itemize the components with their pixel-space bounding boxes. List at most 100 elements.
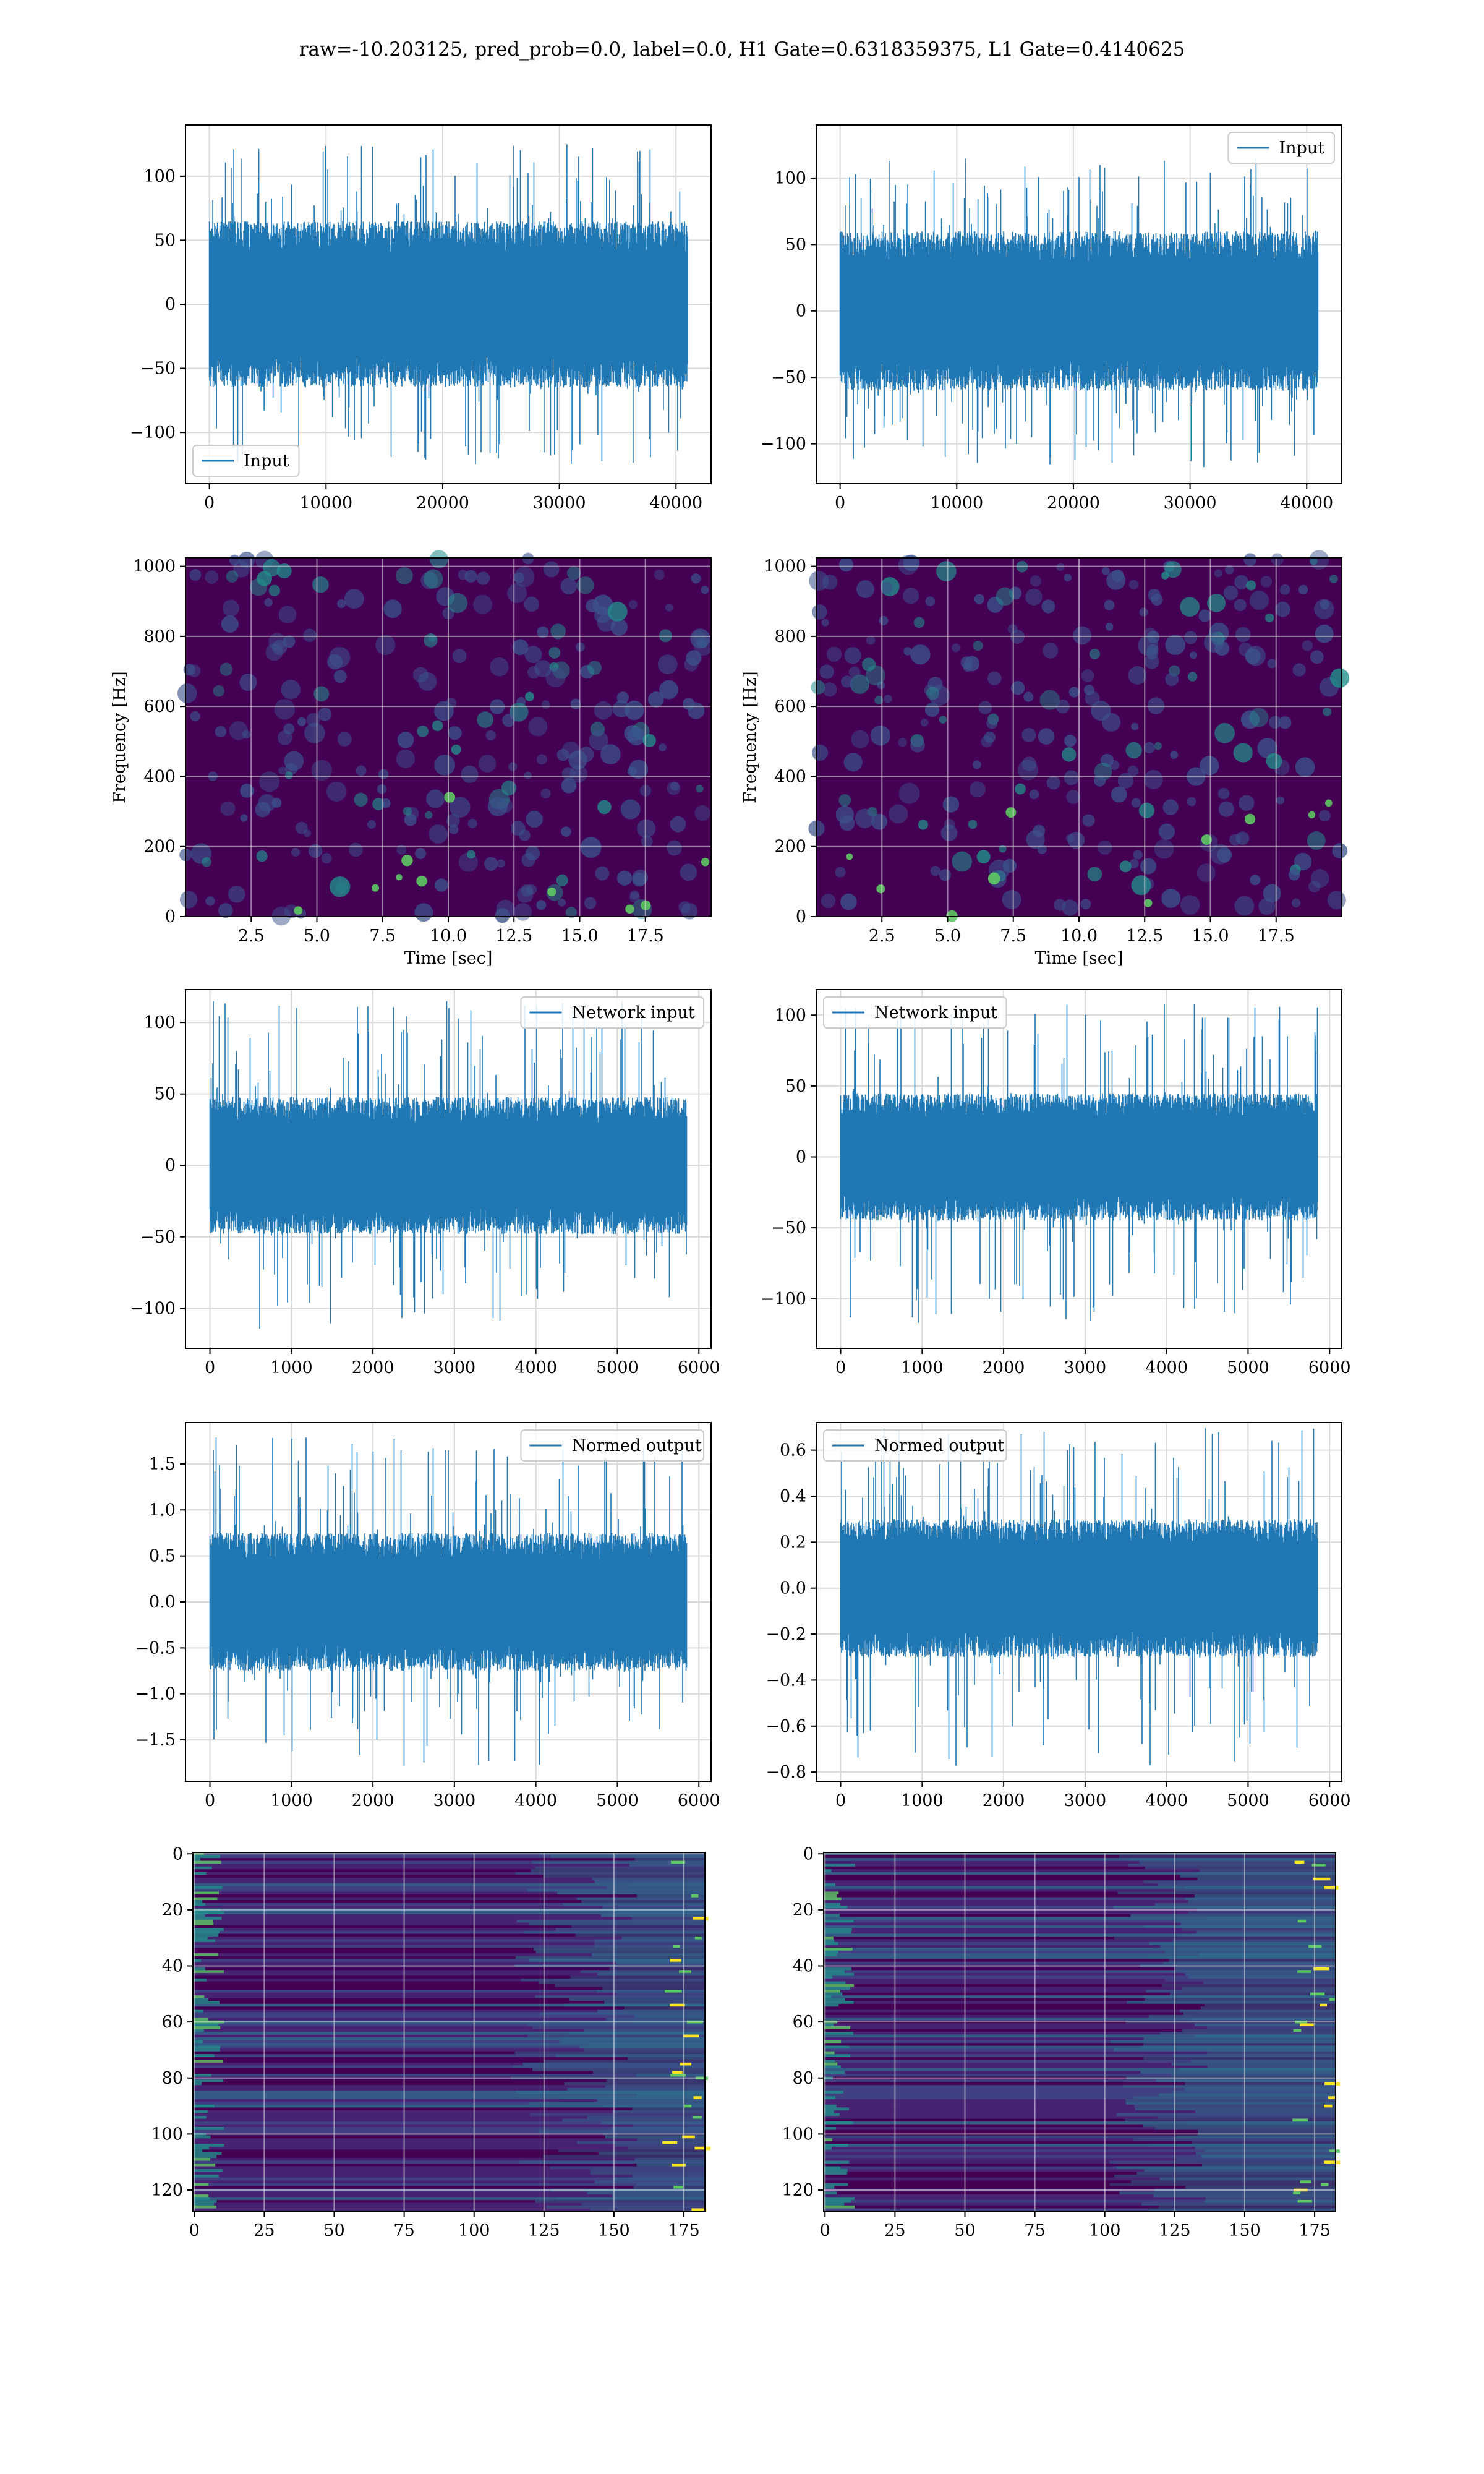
heatmap-row: [824, 2085, 1336, 2089]
heatmap-blob: [1102, 713, 1121, 732]
heatmap-blob: [202, 857, 211, 867]
gridlines: [824, 1852, 1336, 2211]
x-tick-label: 2000: [983, 1791, 1025, 1810]
heatmap-row: [193, 2026, 705, 2029]
heatmap-activity-cell: [1143, 2037, 1336, 2041]
heatmap-blob: [1295, 757, 1315, 777]
heatmap-activity-cell: [1195, 2110, 1336, 2113]
heatmap-activity-cell: [539, 2129, 705, 2133]
heatmap-activity-cell: [1206, 1917, 1336, 1920]
heatmap-blob: [1234, 896, 1255, 916]
y-tick-label: 0.4: [780, 1487, 806, 1506]
heatmap-blob: [497, 859, 505, 868]
y-tick-label: 100: [143, 1013, 176, 1032]
heatmap-row: [824, 1900, 1336, 1904]
heatmap-row: [193, 2194, 705, 2198]
heatmap-activity-cell: [590, 2172, 705, 2175]
y-tick-label: −50: [771, 368, 806, 387]
heatmap-blob: [987, 671, 1002, 686]
heatmap-blob: [1264, 613, 1274, 623]
heatmap-activity-cell: [535, 1995, 705, 1999]
heatmap-blob: [485, 730, 496, 741]
x-tick-label: 6000: [1308, 1791, 1351, 1810]
heatmap-activity-cell: [604, 2001, 705, 2005]
heatmap-row: [193, 2169, 705, 2173]
y-tick-label: 200: [774, 837, 806, 857]
heatmap-hot-cell: [691, 1894, 699, 1898]
heatmap-edge-cell: [824, 2202, 845, 2206]
heatmap-hot-cell: [1293, 2191, 1301, 2195]
chart-h1-spectrogram: 2.5 5.0 7.5 10.0 12.5 15.0 17.5 0 200 400 600 800 10…: [110, 550, 713, 968]
heatmap-blob: [1117, 773, 1133, 789]
heatmap-activity-cell: [1162, 1984, 1336, 1987]
heatmap-edge-cell: [193, 1930, 220, 1934]
heatmap-activity-cell: [616, 1961, 705, 1965]
heatmap-row: [193, 1981, 705, 1985]
heatmap-blob: [519, 829, 531, 841]
heatmap-edge-cell: [193, 2115, 207, 2119]
heatmap-activity-cell: [575, 1933, 705, 1937]
heatmap-activity-cell: [529, 1959, 705, 1963]
heatmap-blob: [543, 561, 560, 578]
heatmap-blob: [986, 717, 998, 729]
heatmap-activity-cell: [1158, 2093, 1336, 2097]
heatmap-blob: [418, 672, 437, 691]
heatmap-activity-cell: [1182, 1987, 1336, 1990]
heatmap-activity-cell: [532, 2026, 705, 2029]
heatmap-row: [824, 1891, 1336, 1895]
heatmap-row: [193, 1939, 705, 1943]
heatmap-blob: [1223, 585, 1239, 601]
heatmap-hot-cell: [1313, 1877, 1331, 1881]
heatmap-blob: [940, 824, 958, 842]
heatmap-blob: [910, 738, 925, 753]
heatmap-hot-cell: [1297, 2199, 1312, 2204]
heatmap-blob: [424, 633, 438, 648]
chart-l1-network-input: 0 1000 2000 3000 4000 5000 6000 −100 −50 0 50 100 Ne…: [761, 989, 1351, 1377]
y-tick-label: 400: [774, 767, 806, 786]
heatmap-row: [193, 1928, 705, 1932]
heatmap-blob: [526, 884, 537, 895]
heatmap-blob: [354, 792, 368, 807]
x-tick-label: 150: [1229, 2221, 1261, 2240]
series-core: [840, 261, 1318, 361]
heatmap-blob: [586, 599, 599, 613]
heatmap-row: [824, 2043, 1336, 2047]
x-tick-label: 2000: [352, 1791, 394, 1810]
x-tick-label: 125: [528, 2221, 560, 2240]
heatmap-row: [824, 2045, 1336, 2049]
y-axis-label: Frequency [Hz]: [110, 671, 129, 803]
heatmap-blob: [1279, 716, 1292, 729]
y-tick-label: −100: [130, 1299, 176, 1318]
heatmap-blob: [259, 771, 280, 792]
heatmap-row: [193, 1860, 705, 1864]
heatmap-blob: [1239, 643, 1253, 657]
heatmap-activity-cell: [1172, 1939, 1336, 1943]
heatmap-bright-blob: [987, 872, 1000, 885]
heatmap-blob: [525, 691, 534, 701]
heatmap-activity-cell: [577, 2141, 705, 2144]
heatmap-row: [824, 2026, 1336, 2029]
heatmap-blob: [215, 726, 227, 738]
heatmap-activity-cell: [1134, 2104, 1336, 2108]
heatmap-activity-cell: [1116, 2166, 1336, 2170]
heatmap-blob: [561, 826, 571, 837]
heatmap-blob: [811, 680, 825, 695]
heatmap-row: [824, 2034, 1336, 2038]
heatmap-blob: [222, 599, 240, 617]
y-tick-label: −100: [130, 423, 176, 442]
heatmap-row: [193, 1900, 705, 1904]
heatmap-edge-cell: [193, 1933, 219, 1937]
heatmap-edge-cell: [193, 2149, 203, 2153]
heatmap-blob: [507, 583, 527, 604]
heatmap-activity-cell: [1204, 2003, 1336, 2007]
heatmap-activity-cell: [1149, 1942, 1336, 1946]
heatmap-blob: [665, 603, 673, 612]
heatmap-activity-cell: [1182, 1928, 1336, 1932]
heatmap-blob: [597, 800, 612, 815]
heatmap-activity-cell: [519, 2160, 705, 2164]
heatmap-blob: [1064, 734, 1077, 747]
heatmap-edge-cell: [824, 1995, 832, 1999]
heatmap-blob: [1242, 715, 1253, 726]
heatmap-blob: [1329, 575, 1338, 583]
heatmap-blob: [417, 726, 429, 737]
